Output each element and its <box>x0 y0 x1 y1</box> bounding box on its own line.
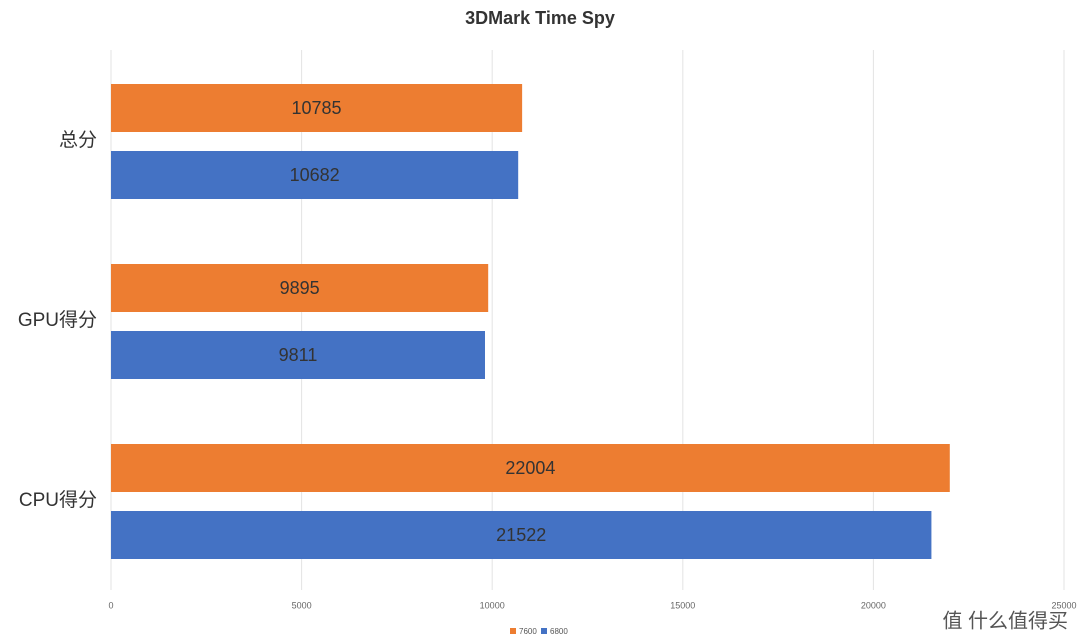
data-label: 9811 <box>279 345 318 365</box>
x-tick-label: 10000 <box>480 600 505 610</box>
bar <box>111 151 519 199</box>
legend-label: 6800 <box>550 627 568 636</box>
bar <box>111 444 950 492</box>
x-tick-label: 0 <box>108 600 113 610</box>
y-tick-label: CPU得分 <box>19 489 97 511</box>
data-label: 10785 <box>292 98 342 118</box>
data-label: 22004 <box>505 458 555 478</box>
legend-swatch <box>541 628 547 634</box>
chart-title: 3DMark Time Spy <box>465 8 615 28</box>
bar <box>111 264 489 312</box>
legend-label: 7600 <box>519 627 537 636</box>
data-label: 21522 <box>496 525 546 545</box>
data-label: 9895 <box>280 278 320 298</box>
x-tick-label: 5000 <box>292 600 312 610</box>
y-tick-label: GPU得分 <box>18 309 97 331</box>
y-tick-label: 总分 <box>59 129 97 151</box>
x-tick-label: 20000 <box>861 600 886 610</box>
x-tick-label: 15000 <box>670 600 695 610</box>
x-tick-label: 25000 <box>1051 600 1076 610</box>
legend-swatch <box>510 628 516 634</box>
bar <box>111 331 485 379</box>
bar <box>111 84 523 132</box>
bar <box>111 511 932 559</box>
data-label: 10682 <box>290 165 340 185</box>
watermark: 值 什么值得买 <box>942 609 1068 632</box>
